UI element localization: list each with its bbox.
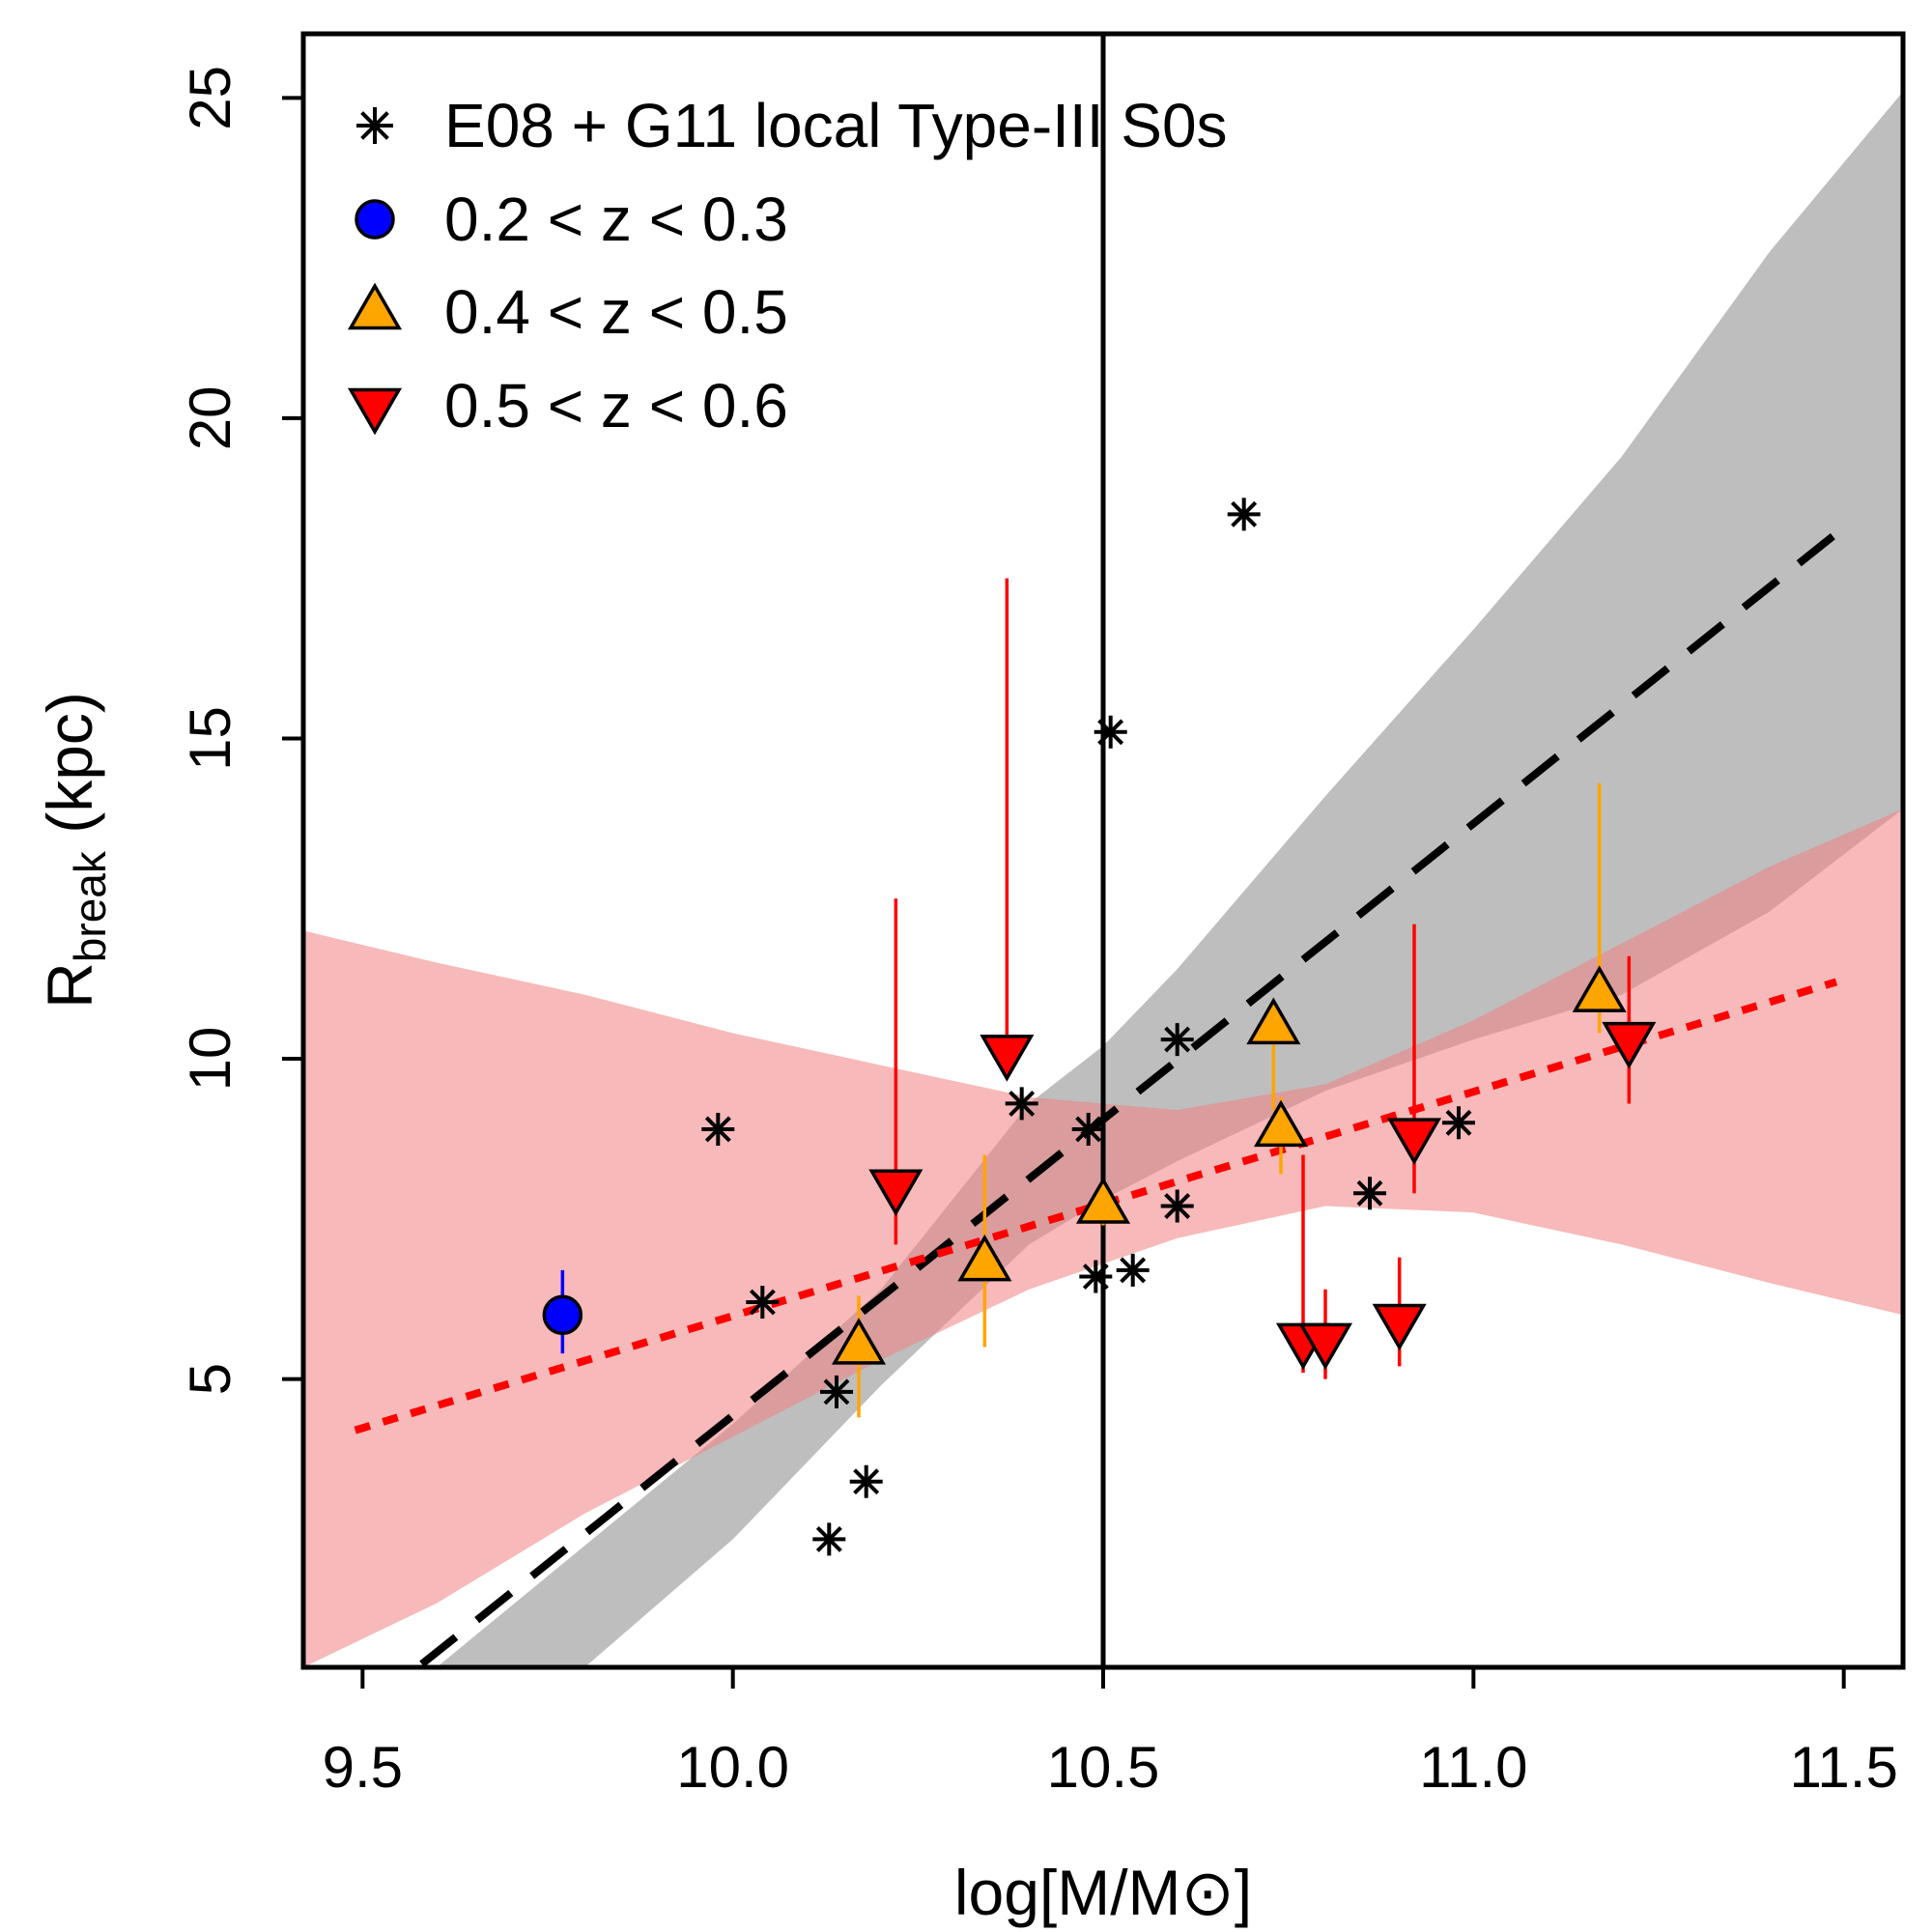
y-tick-label: 10 (178, 1027, 242, 1092)
legend-asterisk-icon (356, 107, 393, 144)
legend-label: 0.4 < z < 0.5 (444, 277, 788, 347)
local-s0-point (1353, 1177, 1386, 1210)
legend: E08 + G11 local Type-III S0s 0.2 < z < 0.… (347, 91, 1228, 440)
y-tick-label: 25 (178, 66, 242, 130)
point-z04-05 (957, 1234, 1012, 1282)
local-s0-point (849, 1464, 883, 1498)
point-z04-05 (831, 1318, 887, 1365)
data-markers (542, 497, 1657, 1556)
legend-label: 0.5 < z < 0.6 (444, 371, 788, 440)
y-axis-label-unit: (kpc) (34, 692, 105, 851)
local-s0-point (1079, 1260, 1113, 1293)
x-tick-label: 9.5 (323, 1735, 403, 1800)
point-z05-06 (1297, 1322, 1353, 1371)
point-z05-06 (1386, 1118, 1442, 1165)
local-s0-point (1116, 1253, 1150, 1287)
legend-item: 0.5 < z < 0.6 (347, 371, 788, 440)
fit-lines (354, 530, 1839, 1667)
legend-circle-icon (355, 199, 395, 240)
y-axis: 5 10 15 20 25 (178, 66, 305, 1395)
y-tick-label: 20 (178, 386, 242, 451)
point-z05-06 (1602, 1021, 1657, 1069)
local-s0-point (1160, 1189, 1194, 1223)
legend-triangle-up-icon (347, 282, 403, 330)
fit-line-high-z (354, 978, 1838, 1435)
point-z05-06 (868, 1169, 923, 1216)
x-tick-label: 11.0 (1419, 1735, 1527, 1800)
legend-item: 0.4 < z < 0.5 (347, 277, 788, 347)
point-z04-05 (1572, 965, 1627, 1012)
local-s0-point (1160, 1023, 1194, 1057)
local-s0-point (746, 1286, 780, 1319)
legend-item: E08 + G11 local Type-III S0s (356, 91, 1228, 160)
y-axis-label-sub: break (65, 850, 115, 962)
y-axis-label: Rbreak (kpc) (34, 692, 115, 1009)
point-z04-05 (1253, 1099, 1309, 1148)
point-z02-03 (542, 1294, 583, 1336)
local-s0-point (1227, 497, 1261, 531)
point-z04-05 (1075, 1177, 1131, 1224)
y-axis-label-main: R (34, 962, 105, 1009)
point-z05-06 (1372, 1303, 1427, 1351)
point-z04-05 (1246, 997, 1301, 1045)
x-tick-label: 11.5 (1790, 1735, 1898, 1800)
x-tick-label: 10.5 (1047, 1735, 1160, 1800)
legend-triangle-down-icon (347, 387, 403, 436)
local-s0-point (820, 1375, 853, 1408)
x-axis-label: log[M/M⊙] (954, 1857, 1252, 1928)
legend-item: 0.2 < z < 0.3 (355, 185, 788, 254)
local-s0-point (812, 1522, 846, 1556)
point-z05-06 (980, 1035, 1035, 1082)
local-s0-point (1071, 1113, 1105, 1146)
legend-label: E08 + G11 local Type-III S0s (444, 91, 1228, 160)
local-s0-point (1094, 715, 1127, 749)
local-s0-point (1442, 1106, 1475, 1140)
band-local-fit (303, 91, 1903, 1667)
x-axis: 9.5 10.0 10.5 11.0 11.5 (323, 1665, 1898, 1800)
x-tick-label: 10.0 (676, 1735, 789, 1800)
fit-line-local (419, 530, 1839, 1667)
legend-label: 0.2 < z < 0.3 (444, 185, 788, 254)
y-tick-label: 15 (178, 706, 242, 771)
y-tick-label: 5 (178, 1363, 242, 1395)
local-s0-point (1005, 1087, 1038, 1121)
local-s0-point (701, 1113, 735, 1146)
